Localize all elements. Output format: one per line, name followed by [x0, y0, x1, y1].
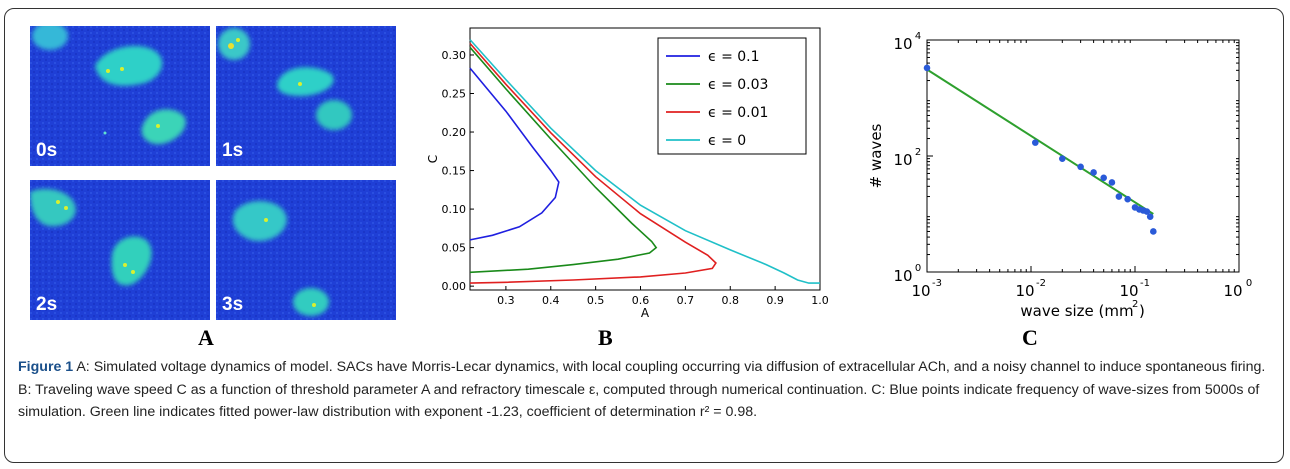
x-tick-label: 10 [911, 282, 930, 300]
legend-label: ϵ = 0.01 [708, 105, 768, 121]
data-point [1124, 195, 1131, 203]
y-axis-label: C [426, 155, 440, 163]
snapshot-3s: 3s [216, 180, 396, 320]
x-axis-label-close: ) [1139, 302, 1145, 320]
snapshot-image [30, 26, 210, 166]
snapshot-time-label: 1s [222, 140, 244, 161]
x-tick-label: 10 [1223, 282, 1242, 300]
panel-a-letter: A [198, 325, 214, 350]
x-tick-label: 0.6 [632, 294, 650, 307]
snapshot-time-label: 3s [222, 294, 244, 315]
data-point [923, 64, 931, 72]
figure-caption: Figure 1 A: Simulated voltage dynamics o… [18, 356, 1270, 424]
x-tick-label: 10 [1015, 282, 1034, 300]
y-tick-label: 0.15 [442, 165, 467, 178]
figure-frame [4, 8, 1284, 463]
snapshot-image [30, 180, 210, 320]
data-point [1077, 163, 1084, 171]
y-tick-label: 0.05 [442, 242, 467, 255]
legend-label: ϵ = 0 [708, 133, 746, 149]
y-tick-exponent: 4 [915, 31, 921, 42]
panel-a: 0s 1s 2s 3s [30, 26, 408, 326]
y-tick-label: 0.25 [442, 88, 467, 101]
y-axis-label: # waves [867, 123, 885, 188]
panel-c-letter: C [1022, 325, 1038, 350]
series-line [469, 42, 717, 284]
data-point [1059, 155, 1066, 162]
series-line [469, 46, 658, 274]
legend-label: ϵ = 0.03 [708, 77, 768, 93]
x-tick-label: 10 [1119, 282, 1138, 300]
snapshot-1s: 1s [216, 26, 396, 166]
x-tick-label: 0.4 [542, 294, 560, 307]
x-axis-label: wave size (mm [1020, 302, 1133, 320]
y-tick-label: 0.20 [442, 126, 467, 139]
y-tick-label: 10 [893, 151, 912, 169]
caption-text: A: Simulated voltage dynamics of model. … [18, 359, 1266, 420]
x-tick-exponent: 0 [1246, 278, 1252, 289]
x-tick-label: 0.3 [497, 294, 515, 307]
data-point [1150, 228, 1157, 235]
wave-speed-chart: 0.3 0.4 0.5 0.6 0.7 0.8 0.9 1.0 0.00 0.05 0.10 0.15… [426, 27, 829, 320]
data-point [1143, 208, 1151, 215]
y-tick-label: 0.10 [442, 203, 467, 216]
snapshot-2s: 2s [30, 180, 210, 320]
snapshot-time-label: 2s [36, 294, 58, 315]
x-tick-label: 0.8 [722, 294, 740, 307]
y-tick-label: 0.00 [442, 280, 467, 293]
panel-b-letter: B [598, 325, 613, 350]
x-tick-exponent: -1 [1140, 278, 1150, 289]
series-line [469, 39, 820, 284]
x-axis-label-sup: 2 [1132, 299, 1138, 310]
snapshot-time-label: 0s [36, 140, 58, 161]
x-axis-label: A [641, 306, 650, 320]
data-point [1108, 179, 1116, 186]
fit-line [926, 68, 1154, 215]
x-tick-label: 0.9 [766, 294, 784, 307]
legend-box [657, 37, 807, 155]
caption-label: Figure 1 [18, 359, 74, 375]
y-tick-label: 10 [893, 35, 912, 53]
data-point [1115, 193, 1123, 200]
data-point [1146, 213, 1154, 220]
snapshot-0s: 0s [30, 26, 210, 166]
y-tick-label: 0.30 [442, 49, 467, 62]
y-tick-label: 10 [893, 267, 912, 285]
series-line [469, 67, 560, 241]
y-tick-exponent: 0 [915, 263, 921, 274]
snapshot-image [216, 26, 396, 166]
data-point [1100, 174, 1107, 182]
x-tick-label: 0.7 [677, 294, 695, 307]
y-tick-exponent: 2 [915, 147, 921, 158]
x-tick-label: 0.5 [587, 294, 605, 307]
plot-frame [926, 39, 1240, 273]
legend-label: ϵ = 0.1 [708, 49, 760, 65]
data-point [1032, 139, 1039, 146]
x-tick-label: 1.0 [811, 294, 829, 307]
data-point [1090, 169, 1097, 176]
snapshot-image [216, 180, 396, 320]
x-tick-exponent: -2 [1036, 278, 1046, 289]
x-tick-exponent: -3 [932, 278, 942, 289]
